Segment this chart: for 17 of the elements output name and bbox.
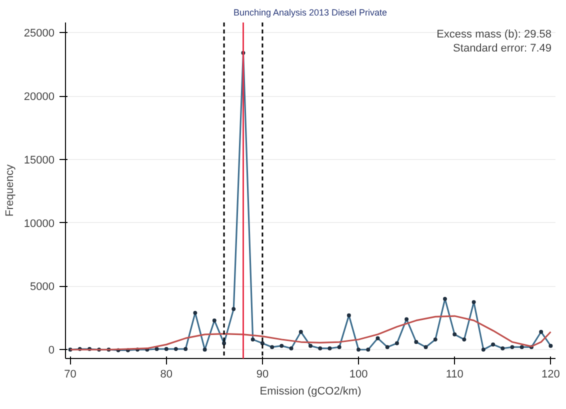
x-tick-label: 90 — [256, 368, 269, 380]
x-tick-label: 80 — [160, 368, 173, 380]
annotation: Excess mass (b): 29.58 — [436, 28, 552, 40]
x-tick-label: 110 — [446, 368, 464, 380]
y-tick-label: 15000 — [24, 154, 55, 166]
y-axis-title: Frequency — [4, 164, 16, 216]
y-tick-label: 10000 — [24, 218, 55, 230]
annotation: Standard error: 7.49 — [453, 42, 552, 54]
y-tick-label: 5000 — [30, 281, 55, 294]
y-tick-label: 0 — [48, 344, 55, 357]
y-tick-label: 25000 — [24, 28, 55, 40]
y-tick-label: 20000 — [24, 91, 55, 104]
x-tick-label: 120 — [542, 368, 560, 380]
x-axis-title: Emission (gCO2/km) — [260, 386, 362, 398]
x-tick-label: 100 — [349, 368, 368, 380]
x-tick-label: 70 — [64, 368, 76, 380]
chart-title: Bunching Analysis 2013 Diesel Private — [233, 8, 388, 18]
